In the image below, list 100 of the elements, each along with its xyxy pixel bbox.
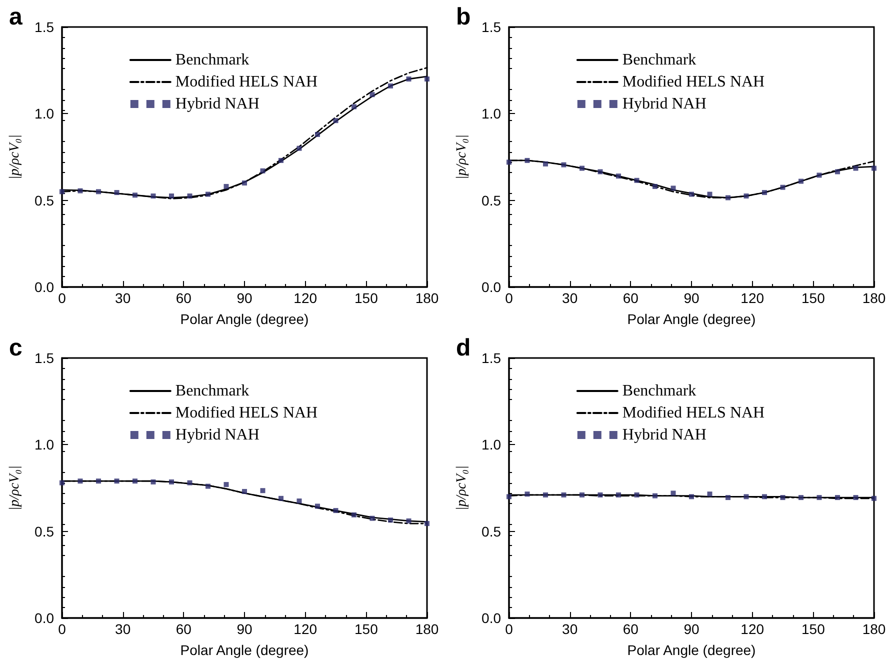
point [835, 169, 840, 174]
point [689, 192, 694, 197]
x-tick-label: 150 [801, 621, 826, 637]
point [333, 118, 338, 124]
chart-title: b [456, 4, 471, 30]
y-tick-label: 1.0 [34, 106, 54, 122]
y-tick-label: 0.5 [34, 192, 54, 208]
y-axis-title: |p/ρcV₀| [8, 466, 22, 510]
x-tick-label: 120 [294, 621, 318, 637]
point [406, 76, 412, 82]
x-tick-label: 180 [862, 621, 886, 637]
point [169, 194, 174, 198]
legend-label: Hybrid NAH [622, 426, 707, 444]
point [352, 104, 356, 110]
legend-label: Modified HELS NAH [622, 404, 766, 422]
x-tick-label: 90 [684, 290, 700, 306]
point [370, 516, 375, 521]
x-tick-label: 120 [740, 621, 764, 637]
point [296, 498, 302, 504]
legend-label: Hybrid NAH [175, 426, 260, 444]
x-tick-label: 180 [415, 290, 439, 306]
x-tick-label: 150 [354, 290, 378, 306]
point [406, 518, 412, 524]
y-tick-label: 0.5 [34, 523, 54, 540]
point [150, 194, 156, 198]
chart-title: c [9, 334, 22, 362]
x-axis-title: Polar Angle (degree) [180, 311, 309, 327]
point [187, 194, 192, 198]
point [670, 186, 676, 191]
point [315, 504, 320, 509]
point [242, 488, 247, 494]
point [96, 478, 101, 484]
y-tick-label: 1.5 [482, 350, 502, 366]
legend-label: Modified HELS NAH [622, 74, 766, 90]
point [224, 184, 229, 189]
legend-label: Hybrid NAH [175, 96, 260, 112]
x-tick-label: 60 [176, 621, 192, 637]
point [278, 496, 284, 501]
x-tick-label: 90 [236, 290, 252, 306]
point [114, 190, 120, 196]
point [206, 484, 210, 489]
chart-title: d [456, 334, 471, 362]
point [206, 192, 210, 197]
legend-label: Modified HELS NAH [175, 74, 318, 90]
x-tick-label: 0 [58, 290, 66, 306]
y-tick-label: 1.0 [482, 436, 502, 453]
point [634, 178, 640, 183]
point [169, 479, 174, 484]
point [78, 478, 83, 484]
point [260, 168, 266, 174]
point [707, 192, 712, 197]
point [762, 190, 767, 196]
y-tick-label: 1.0 [482, 106, 502, 122]
point [296, 146, 302, 151]
point [524, 158, 530, 163]
point [187, 480, 192, 486]
y-tick-label: 1.5 [482, 19, 502, 35]
y-tick-label: 0.5 [482, 523, 502, 540]
point [726, 195, 730, 200]
point [333, 508, 338, 514]
x-tick-label: 0 [58, 621, 66, 637]
x-tick-label: 30 [115, 621, 131, 637]
x-tick-label: 120 [294, 290, 318, 306]
y-tick-label: 0.0 [34, 610, 54, 626]
point [60, 189, 64, 194]
x-axis-title: Polar Angle (degree) [627, 642, 756, 658]
legend-label: Benchmark [622, 52, 696, 68]
point [315, 132, 320, 137]
point [150, 479, 156, 484]
point [78, 188, 83, 194]
point [853, 166, 858, 171]
x-axis-title: Polar Angle (degree) [627, 311, 756, 327]
y-tick-label: 0.0 [482, 279, 502, 295]
x-tick-label: 60 [622, 290, 639, 306]
y-axis-title: |p/ρcV₀| [454, 466, 470, 510]
point [652, 184, 658, 189]
point [424, 76, 430, 82]
point [370, 92, 375, 98]
x-tick-label: 180 [862, 290, 886, 306]
y-tick-label: 1.5 [34, 350, 54, 366]
y-tick-label: 1.5 [34, 19, 54, 35]
y-tick-label: 0.5 [482, 192, 502, 208]
legend-label: Benchmark [175, 52, 250, 68]
point [278, 158, 284, 163]
point [224, 482, 229, 488]
x-tick-label: 90 [684, 621, 700, 637]
x-tick-label: 60 [622, 621, 639, 637]
y-axis-title: |p/ρcV₀| [8, 134, 22, 180]
point [388, 518, 393, 523]
point [132, 192, 138, 198]
y-tick-label: 0.0 [34, 279, 54, 295]
point [598, 169, 603, 174]
point [744, 194, 749, 198]
point [352, 512, 356, 518]
point [543, 161, 548, 166]
point [561, 162, 566, 168]
x-tick-label: 30 [562, 290, 578, 306]
y-tick-label: 0.0 [482, 610, 502, 626]
y-tick-label: 1.0 [34, 436, 54, 453]
point [816, 172, 822, 178]
